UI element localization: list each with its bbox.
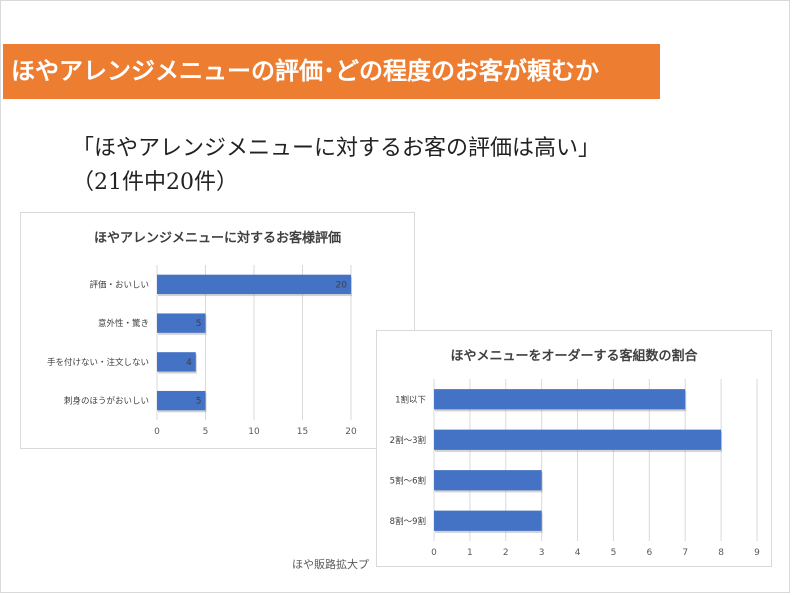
order-ratio-chart-bar bbox=[434, 510, 542, 531]
order-ratio-chart-category-label: 2割～3割 bbox=[390, 435, 426, 446]
order-ratio-chart-tick-label: 4 bbox=[575, 548, 581, 558]
order-ratio-chart-plot: 0 1 2 3 4 5 6 7 8 9 1割以下 2割～3割 5割～6割 8割～9割 bbox=[390, 379, 760, 558]
evaluation-chart-category-label: 手を付けない・注文しない bbox=[47, 357, 149, 368]
evaluation-chart-category-label: 刺身のほうがおいしい bbox=[64, 396, 149, 407]
evaluation-chart-tick-label: 10 bbox=[248, 427, 260, 437]
evaluation-chart-tick-label: 0 bbox=[154, 427, 160, 437]
footer-text: ほや販路拡大プ bbox=[292, 558, 369, 571]
order-ratio-chart-tick-label: 3 bbox=[539, 548, 545, 558]
evaluation-chart-bar bbox=[157, 352, 196, 372]
order-ratio-chart-tick-label: 7 bbox=[682, 548, 688, 558]
order-ratio-chart-tick-label: 9 bbox=[754, 548, 760, 558]
order-ratio-chart-tick-label: 6 bbox=[646, 548, 652, 558]
order-ratio-chart-bar bbox=[434, 429, 722, 450]
order-ratio-chart-category-label: 5割～6割 bbox=[390, 475, 426, 486]
order-ratio-chart-title: ほやメニューをオーダーする客組数の割合 bbox=[450, 349, 698, 364]
evaluation-chart-data-label: 20 bbox=[336, 280, 348, 290]
evaluation-chart-tick-label: 20 bbox=[345, 427, 357, 437]
order-ratio-chart-bar bbox=[434, 389, 686, 410]
order-ratio-chart-tick-label: 2 bbox=[503, 548, 509, 558]
evaluation-chart-tick-label: 5 bbox=[203, 427, 209, 437]
evaluation-chart-plot: 0 5 10 15 20 評価・おいしい 20 意外性・驚き 5 手を付けない・注文しない 4 刺身の… bbox=[47, 265, 357, 437]
order-ratio-chart-tick-label: 1 bbox=[467, 548, 473, 558]
order-ratio-chart-tick-label: 0 bbox=[431, 548, 437, 558]
page-title: ほやアレンジメニューの評価･どの程度のお客が頼むか bbox=[3, 44, 660, 99]
order-ratio-chart: ほやメニューをオーダーする客組数の割合 0 1 2 3 4 5 6 7 8 9 1割以下 2割～3割 5… bbox=[376, 330, 772, 567]
quote-text: 「ほやアレンジメニューに対するお客の評価は高い」 bbox=[72, 136, 601, 161]
evaluation-chart: ほやアレンジメニューに対するお客様評価 0 5 10 15 20 評価・おいしい 20 意外性… bbox=[20, 212, 415, 449]
evaluation-chart-title: ほやアレンジメニューに対するお客様評価 bbox=[93, 231, 341, 246]
evaluation-chart-category-label: 評価・おいしい bbox=[89, 279, 149, 290]
evaluation-chart-tick-label: 15 bbox=[297, 427, 308, 437]
order-ratio-chart-bar bbox=[434, 470, 542, 491]
order-ratio-chart-tick-label: 5 bbox=[611, 548, 617, 558]
evaluation-chart-bar bbox=[157, 274, 351, 295]
order-ratio-chart-category-label: 1割以下 bbox=[395, 394, 426, 405]
evaluation-chart-data-label: 4 bbox=[186, 358, 192, 368]
evaluation-chart-bar bbox=[157, 313, 206, 333]
evaluation-chart-category-label: 意外性・驚き bbox=[98, 318, 149, 329]
count-text: （21件中20件） bbox=[72, 170, 238, 195]
order-ratio-chart-category-label: 8割～9割 bbox=[390, 516, 426, 527]
evaluation-chart-data-label: 5 bbox=[196, 319, 202, 329]
order-ratio-chart-tick-label: 8 bbox=[718, 548, 724, 558]
evaluation-chart-data-label: 5 bbox=[196, 397, 202, 407]
evaluation-chart-bar bbox=[157, 390, 206, 411]
